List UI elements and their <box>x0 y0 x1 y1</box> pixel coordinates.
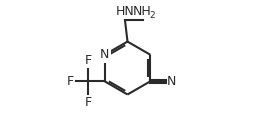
Text: HN: HN <box>115 5 134 18</box>
Text: F: F <box>66 75 73 88</box>
Text: N: N <box>167 75 176 88</box>
Text: NH: NH <box>133 5 151 18</box>
Text: F: F <box>84 54 91 67</box>
Text: F: F <box>84 96 91 109</box>
Text: N: N <box>100 48 109 61</box>
Text: 2: 2 <box>148 11 154 20</box>
